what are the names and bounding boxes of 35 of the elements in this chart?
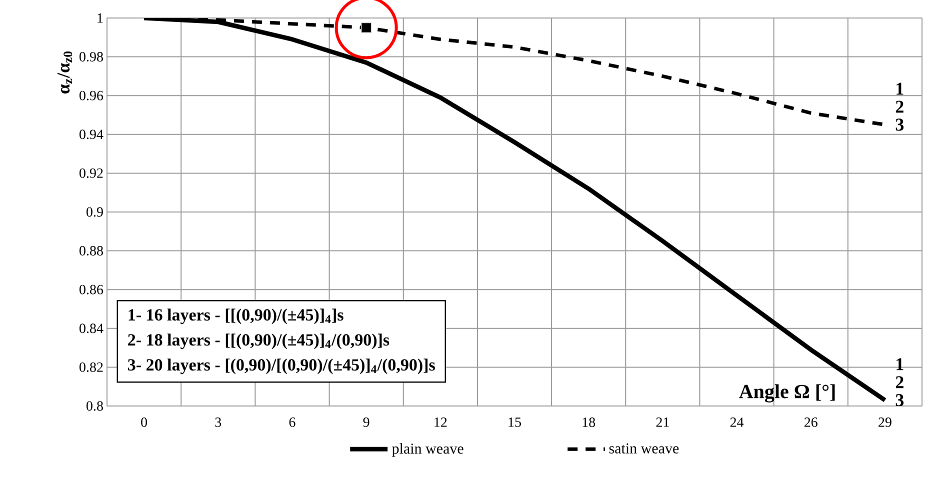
- y-tick-label: 0.98: [80, 52, 103, 62]
- y-tick-label: 0.9: [86, 207, 103, 217]
- x-tick-label: 21: [656, 418, 669, 427]
- annotation: 2- 18 layers - [[(0,90)/(±45)]$_{4}$/(0,90)]s: [128, 334, 390, 350]
- annotation: 3- 20 layers - [(0,90)/[(0,90)/(±45)]$_{4}$/(0,90)]s: [128, 358, 435, 374]
- annotation: 1: [896, 82, 904, 95]
- y-tick-label: 0.84: [80, 324, 104, 334]
- x-tick-label: 6: [289, 418, 296, 427]
- x-tick-label: 0: [141, 418, 148, 427]
- x-tick-label: 12: [434, 418, 447, 427]
- x-tick-label: 29: [878, 418, 892, 427]
- annotation: 1: [896, 358, 904, 370]
- annotation: 3: [896, 118, 904, 131]
- x-axis-title: Angle Ω [°]: [739, 384, 835, 402]
- y-tick-label: 0.86: [80, 284, 104, 294]
- x-tick-label: 18: [582, 418, 596, 427]
- y-tick-label: 0.8: [86, 401, 103, 411]
- annotation: 3: [896, 394, 904, 406]
- y-tick-label: 0.92: [80, 168, 103, 178]
- y-tick-label: 0.88: [80, 246, 103, 256]
- annotation: 2: [896, 100, 904, 113]
- annotation: 2: [896, 376, 904, 388]
- legend-label: plain weave: [392, 443, 464, 457]
- y-tick-label: 0.96: [80, 90, 104, 100]
- legend-label: satin weave: [609, 443, 679, 454]
- x-tick-label: 9: [363, 418, 370, 427]
- x-tick-label: 24: [730, 418, 744, 427]
- y-axis-title: α$_{z}$/α$_{z0}$: [58, 52, 72, 94]
- annotation: 1- 16 layers - [[(0,90)/(±45)]$_{4}$]s: [128, 308, 344, 324]
- x-tick-label: 15: [508, 418, 521, 427]
- x-tick-label: 3: [215, 418, 222, 427]
- y-tick-label: 0.82: [80, 362, 103, 372]
- y-tick-label: 1: [98, 13, 103, 23]
- x-tick-label: 26: [804, 418, 818, 427]
- y-tick-label: 0.94: [80, 130, 104, 140]
